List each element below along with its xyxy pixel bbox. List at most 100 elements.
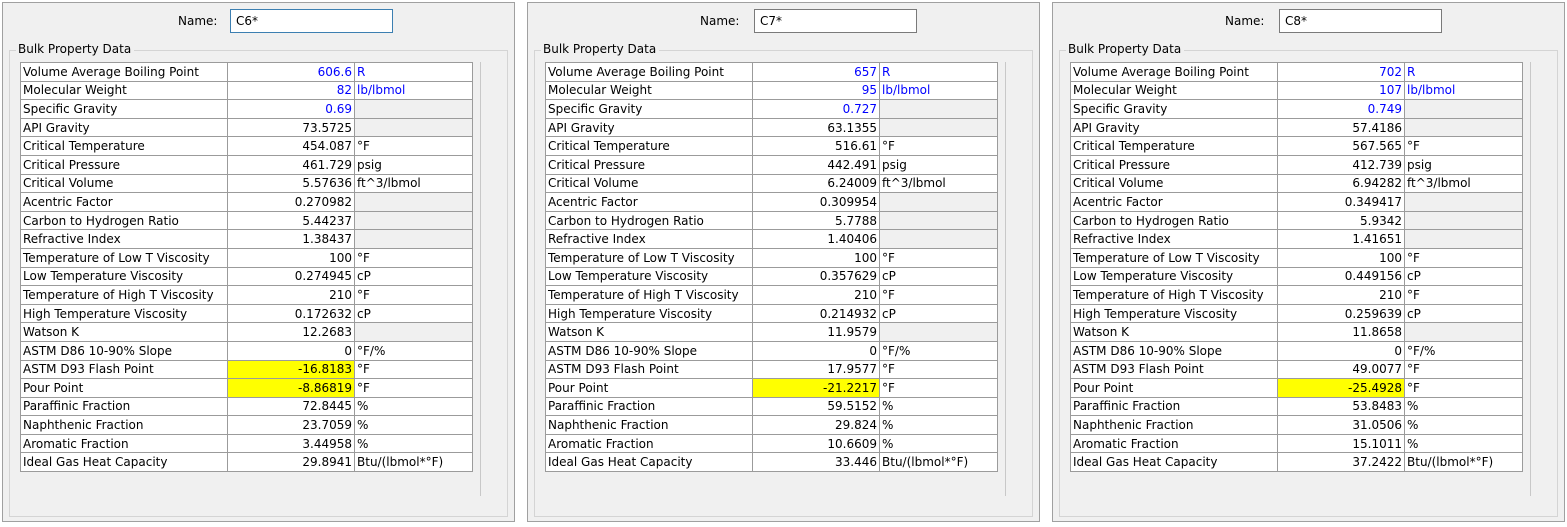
property-name: Low Temperature Viscosity [1070, 266, 1278, 287]
property-name: Critical Volume [1070, 173, 1278, 194]
vertical-scrollbar[interactable] [480, 62, 499, 496]
property-value-cell[interactable]: 73.5725 [227, 117, 355, 138]
property-name: Refractive Index [20, 229, 228, 249]
property-value-cell[interactable]: 0.270982 [227, 192, 355, 212]
property-value-cell[interactable]: 100 [752, 247, 880, 268]
property-value-cell[interactable]: 461.729 [227, 154, 355, 175]
property-value-cell[interactable]: 0.357629 [752, 266, 880, 287]
property-row: Ideal Gas Heat Capacity 29.8941 Btu/(lbmol… [20, 452, 473, 473]
property-value-cell[interactable]: 702 [1277, 62, 1405, 82]
property-value-cell[interactable]: 0 [752, 340, 880, 361]
property-name: Paraffinic Fraction [20, 396, 228, 417]
property-row: Low Temperature Viscosity 0.274945 cP [20, 266, 473, 287]
property-value-cell[interactable]: 0.727 [752, 99, 880, 119]
property-value-cell[interactable]: -8.86819 [227, 378, 355, 398]
property-value-cell[interactable]: 5.7788 [752, 210, 880, 231]
group-title: Bulk Property Data [1066, 42, 1185, 56]
property-value-cell[interactable]: 100 [1277, 247, 1405, 268]
property-value-cell[interactable]: 0 [227, 340, 355, 361]
property-row: High Temperature Viscosity 0.172632 cP [20, 303, 473, 324]
property-row: Carbon to Hydrogen Ratio 5.7788 [545, 210, 998, 231]
name-input[interactable] [230, 9, 393, 33]
property-unit: % [1404, 433, 1523, 454]
property-value-cell[interactable]: 72.8445 [227, 396, 355, 417]
property-name: Temperature of Low T Viscosity [1070, 247, 1278, 268]
property-unit: lb/lbmol [1404, 80, 1523, 101]
property-value-cell[interactable]: 210 [227, 285, 355, 305]
name-label: Name: [178, 14, 218, 28]
name-input[interactable] [754, 9, 917, 33]
property-value-cell[interactable]: 12.2683 [227, 322, 355, 342]
property-value-cell[interactable]: 442.491 [752, 154, 880, 175]
property-value-cell[interactable]: 210 [752, 285, 880, 305]
vertical-scrollbar[interactable] [1005, 62, 1024, 496]
property-value-cell[interactable]: 37.2422 [1277, 452, 1405, 473]
property-name: Ideal Gas Heat Capacity [545, 452, 753, 473]
property-value-cell[interactable]: 53.8483 [1277, 396, 1405, 417]
property-value-cell[interactable]: 49.0077 [1277, 359, 1405, 380]
property-value-cell[interactable]: -16.8183 [227, 359, 355, 380]
property-unit: °F/% [354, 340, 473, 361]
property-value-cell[interactable]: 57.4186 [1277, 117, 1405, 138]
property-value-cell[interactable]: 100 [227, 247, 355, 268]
property-value-cell[interactable]: 567.565 [1277, 136, 1405, 156]
bulk-property-table: Volume Average Boiling Point 606.6 R Molecu… [20, 62, 473, 473]
property-value-cell[interactable]: 31.0506 [1277, 415, 1405, 435]
property-value-cell[interactable]: 3.44958 [227, 433, 355, 454]
property-name: Naphthenic Fraction [20, 415, 228, 435]
property-value-cell[interactable]: 11.8658 [1277, 322, 1405, 342]
property-value-cell[interactable]: 29.8941 [227, 452, 355, 473]
property-value-cell[interactable]: 0.749 [1277, 99, 1405, 119]
property-value-cell[interactable]: -25.4928 [1277, 378, 1405, 398]
property-value-cell[interactable]: 15.1011 [1277, 433, 1405, 454]
property-unit: cP [354, 303, 473, 324]
property-value-cell[interactable]: 95 [752, 80, 880, 101]
property-value-cell[interactable]: 0 [1277, 340, 1405, 361]
property-value-cell[interactable]: 1.40406 [752, 229, 880, 249]
property-value-cell[interactable]: 29.824 [752, 415, 880, 435]
property-value-cell[interactable]: 6.94282 [1277, 173, 1405, 194]
property-value-cell[interactable]: 82 [227, 80, 355, 101]
property-name: Watson K [1070, 322, 1278, 342]
property-value-cell[interactable]: 5.9342 [1277, 210, 1405, 231]
property-value-cell[interactable]: 1.38437 [227, 229, 355, 249]
property-value-cell[interactable]: 0.214932 [752, 303, 880, 324]
property-name: Temperature of High T Viscosity [1070, 285, 1278, 305]
property-row: Paraffinic Fraction 53.8483% [1070, 396, 1523, 417]
property-value-cell[interactable]: 0.449156 [1277, 266, 1405, 287]
property-unit: cP [879, 303, 998, 324]
vertical-scrollbar[interactable] [1530, 62, 1549, 496]
property-value-cell[interactable]: 657 [752, 62, 880, 82]
property-value-cell[interactable]: 516.61 [752, 136, 880, 156]
property-value-cell[interactable]: 0.172632 [227, 303, 355, 324]
property-value-cell[interactable]: 0.309954 [752, 192, 880, 212]
property-value-cell[interactable]: 0.259639 [1277, 303, 1405, 324]
property-name: Critical Pressure [1070, 154, 1278, 175]
property-value-cell[interactable]: 107 [1277, 80, 1405, 101]
property-row: Volume Average Boiling Point 606.6 R [20, 62, 473, 82]
property-row: Critical Volume 5.57636 ft^3/lbmol [20, 173, 473, 194]
property-value-cell[interactable]: 5.57636 [227, 173, 355, 194]
property-value-cell[interactable]: 63.1355 [752, 117, 880, 138]
name-input[interactable] [1279, 9, 1442, 33]
property-value-cell[interactable]: 0.349417 [1277, 192, 1405, 212]
property-value-cell[interactable]: 454.087 [227, 136, 355, 156]
property-value-cell[interactable]: -21.2217 [752, 378, 880, 398]
property-value-cell[interactable]: 23.7059 [227, 415, 355, 435]
property-value-cell[interactable]: 0.69 [227, 99, 355, 119]
property-value-cell[interactable]: 6.24009 [752, 173, 880, 194]
property-row: Molecular Weight 107 lb/lbmol [1070, 80, 1523, 101]
property-value-cell[interactable]: 5.44237 [227, 210, 355, 231]
property-value-cell[interactable]: 11.9579 [752, 322, 880, 342]
property-value-cell[interactable]: 412.739 [1277, 154, 1405, 175]
property-value-cell[interactable]: 0.274945 [227, 266, 355, 287]
property-value-cell[interactable]: 17.9577 [752, 359, 880, 380]
property-unit: ft^3/lbmol [879, 173, 998, 194]
property-value-cell[interactable]: 33.446 [752, 452, 880, 473]
property-value-cell[interactable]: 59.5152 [752, 396, 880, 417]
property-value-cell[interactable]: 210 [1277, 285, 1405, 305]
property-value-cell[interactable]: 10.6609 [752, 433, 880, 454]
property-value-cell[interactable]: 606.6 [227, 62, 355, 82]
property-value-cell[interactable]: 1.41651 [1277, 229, 1405, 249]
property-unit: % [879, 396, 998, 417]
